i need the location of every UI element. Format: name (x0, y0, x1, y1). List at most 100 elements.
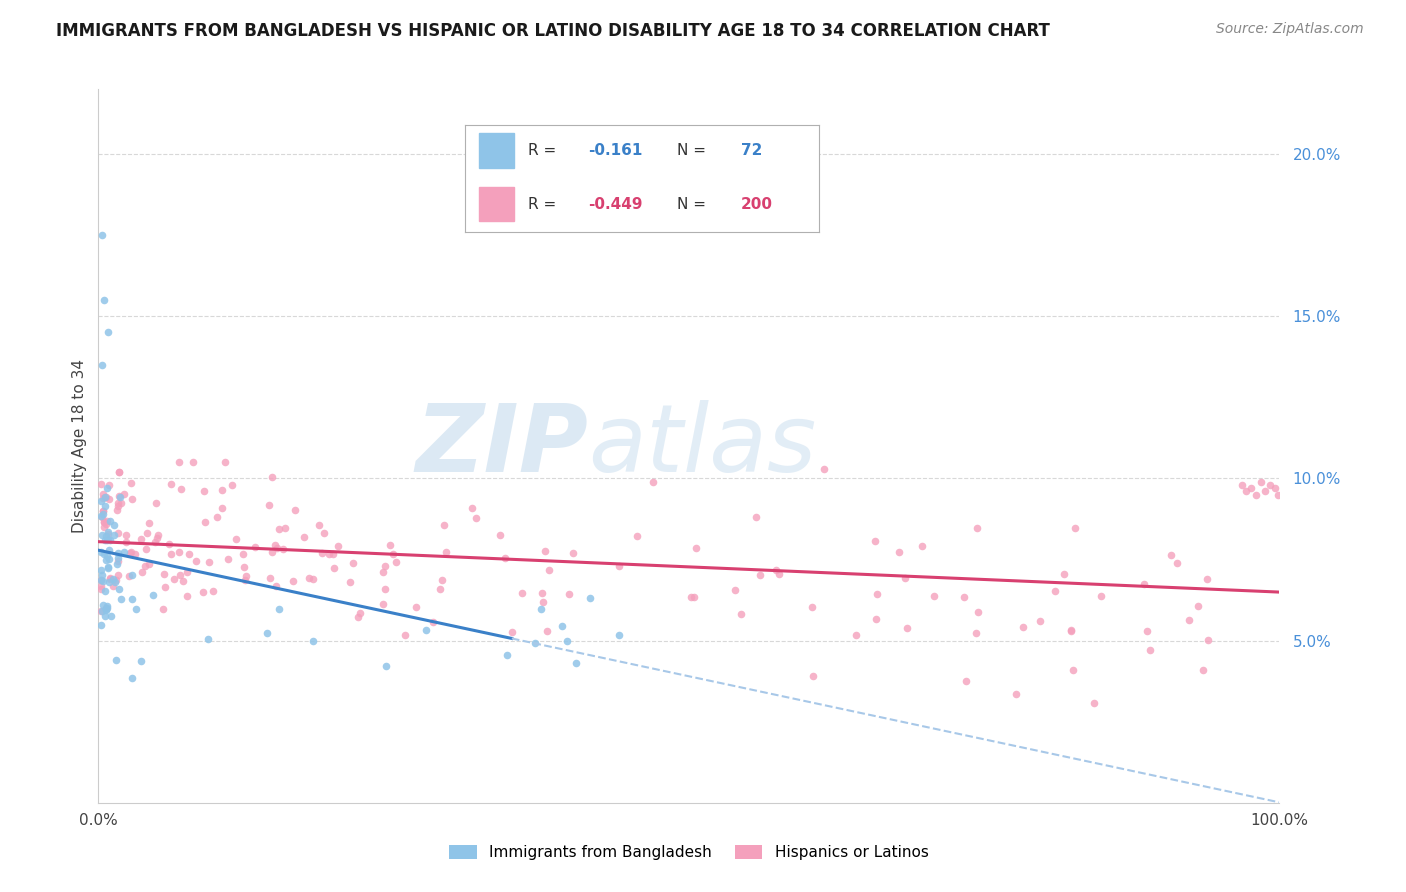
Point (96, 549, 118, 564)
Point (160, 547, 183, 561)
Point (98, 533, 121, 547)
Point (374, 558, 396, 573)
Point (281, 574, 304, 589)
Point (93, 547, 115, 561)
Point (172, 574, 194, 589)
Point (96, 529, 118, 543)
Point (146, 527, 169, 541)
Point (94, 490, 117, 504)
Point (374, 582, 396, 596)
Point (225, 533, 247, 547)
Point (256, 626, 278, 640)
Point (865, 533, 887, 548)
Point (93, 520, 115, 534)
Point (108, 465, 131, 479)
Point (121, 492, 143, 507)
Point (93, 516, 115, 530)
Point (93, 293, 115, 307)
Point (90, 545, 112, 559)
Point (724, 583, 747, 598)
Point (90, 574, 112, 588)
Point (121, 592, 143, 607)
Point (193, 484, 215, 499)
Point (434, 545, 457, 559)
Point (683, 590, 706, 604)
Point (422, 615, 444, 630)
Point (205, 510, 228, 524)
Point (97, 532, 120, 546)
Point (405, 600, 427, 615)
Point (465, 510, 488, 524)
Point (184, 554, 207, 568)
Point (176, 565, 198, 579)
Point (94, 500, 117, 514)
Point (193, 584, 215, 599)
Point (1012, 620, 1035, 634)
Point (108, 582, 131, 597)
Point (90, 564, 112, 578)
Point (98, 572, 121, 586)
Point (90, 568, 112, 582)
Point (90, 573, 112, 587)
Point (115, 535, 138, 549)
Point (160, 477, 183, 491)
Point (96, 601, 118, 615)
Point (104, 573, 127, 587)
Point (232, 547, 254, 561)
Point (124, 548, 146, 562)
Point (373, 565, 395, 579)
Point (91, 504, 114, 518)
Point (378, 538, 401, 552)
Point (91, 507, 114, 521)
Point (107, 546, 129, 560)
Point (91, 527, 114, 541)
Point (107, 554, 129, 568)
Point (97, 526, 120, 541)
Point (105, 558, 128, 572)
Point (765, 563, 787, 577)
Point (1005, 687, 1028, 701)
Point (730, 607, 752, 622)
Point (865, 612, 887, 626)
Point (1053, 566, 1076, 581)
Point (1083, 696, 1105, 710)
Point (96, 533, 118, 547)
Point (110, 495, 132, 509)
Point (90, 476, 112, 491)
Point (494, 551, 516, 566)
Point (1197, 632, 1219, 647)
Point (163, 572, 186, 586)
Point (1258, 478, 1281, 492)
Point (415, 623, 437, 637)
Text: IMMIGRANTS FROM BANGLADESH VS HISPANIC OR LATINO DISABILITY AGE 18 TO 34 CORRELA: IMMIGRANTS FROM BANGLADESH VS HISPANIC O… (56, 22, 1050, 40)
Point (181, 455, 204, 469)
Point (745, 509, 768, 524)
Point (626, 529, 648, 543)
Point (110, 591, 132, 606)
Point (749, 567, 772, 582)
Point (896, 621, 918, 635)
Point (153, 580, 176, 594)
Point (264, 538, 287, 552)
Point (211, 500, 233, 515)
Point (845, 627, 868, 641)
Point (1230, 478, 1253, 492)
Point (342, 557, 364, 571)
Point (98, 571, 121, 585)
Point (284, 502, 307, 516)
Point (887, 545, 910, 559)
Point (1136, 624, 1159, 639)
Point (120, 476, 142, 491)
Point (382, 547, 405, 561)
Point (1250, 475, 1272, 489)
Point (768, 566, 790, 581)
Point (90, 508, 112, 523)
Point (138, 516, 160, 530)
Point (97, 492, 120, 507)
Point (197, 632, 219, 646)
Point (93, 609, 115, 624)
Point (167, 545, 190, 559)
Point (145, 496, 167, 510)
Point (96, 599, 118, 614)
Point (94, 603, 117, 617)
